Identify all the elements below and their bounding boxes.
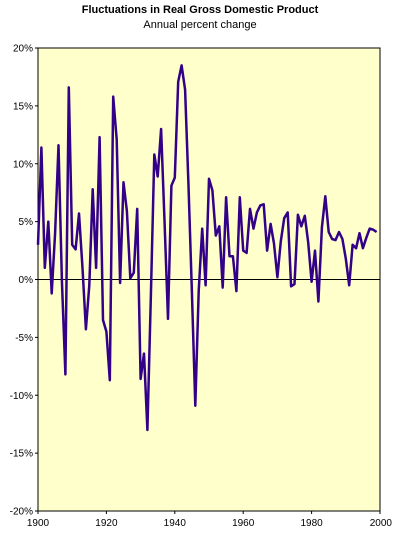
x-tick-label: 2000	[370, 518, 393, 529]
y-tick-label: 20%	[13, 44, 33, 55]
series-line	[36, 64, 378, 432]
y-tick-label: -10%	[10, 391, 33, 402]
y-tick-label: -15%	[10, 449, 33, 460]
y-tick-label: -5%	[15, 333, 33, 344]
y-tick-label: 10%	[13, 159, 33, 170]
x-tick-label: 1960	[232, 518, 255, 529]
x-tick-label: 1980	[300, 518, 323, 529]
x-tick-label: 1920	[95, 518, 118, 529]
chart-subtitle: Annual percent change	[143, 19, 257, 31]
x-tick-label: 1940	[164, 518, 187, 529]
y-tick-label: -20%	[10, 507, 33, 518]
x-tick-label: 1900	[27, 518, 50, 529]
y-tick-label: 5%	[19, 217, 34, 228]
y-tick-label: 0%	[19, 275, 34, 286]
y-tick-label: 15%	[13, 101, 33, 112]
chart-title: Fluctuations in Real Gross Domestic Prod…	[81, 4, 319, 16]
